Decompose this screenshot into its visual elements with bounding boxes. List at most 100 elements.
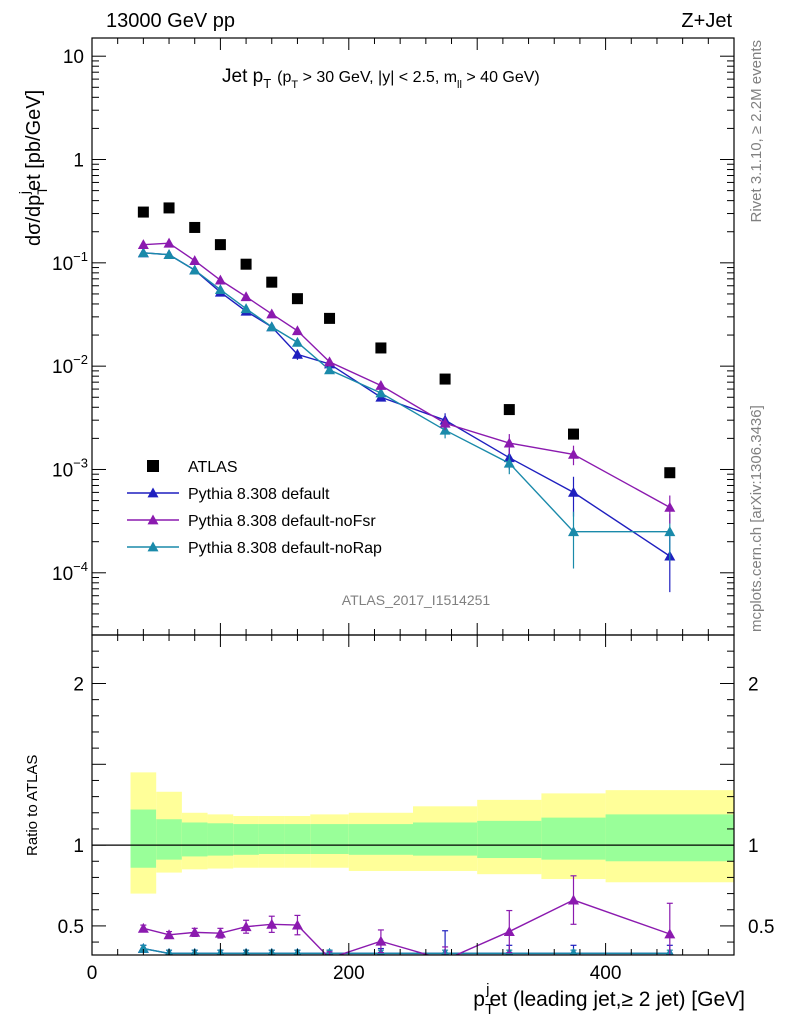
- data-point: [189, 255, 201, 266]
- data-point: [439, 417, 451, 428]
- header-left: 13000 GeV pp: [106, 10, 235, 32]
- data-point: [291, 348, 303, 359]
- atlas-point: [375, 342, 387, 354]
- data-point: [568, 526, 579, 537]
- legend-marker-atlas: [147, 460, 159, 472]
- data-point: [163, 249, 175, 260]
- legend: ATLAS Pythia 8.308 default Pythia 8.308 de…: [127, 459, 382, 557]
- watermark: ATLAS_2017_I1514251: [342, 592, 491, 608]
- ratio-bands: [130, 772, 734, 894]
- ratio-point: [664, 928, 676, 939]
- ratio-point: [137, 922, 149, 933]
- data-point: [664, 526, 676, 537]
- y-tick-label: 10−1: [52, 249, 88, 275]
- ratio-point: [444, 954, 446, 955]
- ratio-point: [569, 947, 578, 955]
- band-inner: [541, 817, 606, 860]
- ratio-point: [291, 919, 303, 930]
- atlas-point: [266, 276, 278, 288]
- y-tick-label: 10−3: [52, 455, 88, 481]
- ratio-point: [266, 918, 278, 929]
- data-point: [291, 325, 303, 336]
- data-point: [503, 437, 515, 448]
- ratio-point: [375, 935, 387, 946]
- rivet-label: Rivet 3.1.10, ≥ 2.2M events: [748, 40, 765, 223]
- data-point: [324, 356, 336, 367]
- atlas-point: [163, 202, 175, 214]
- ratio-point: [240, 921, 252, 932]
- y-tick-label: 10: [63, 47, 84, 68]
- ratio-point: [503, 926, 515, 936]
- ratio-tick-label-right: 0.5: [748, 917, 774, 938]
- atlas-point: [439, 373, 451, 385]
- atlas-point: [568, 428, 579, 440]
- ratio-y-label: Ratio to ATLAS: [24, 755, 41, 856]
- band-inner: [310, 824, 349, 854]
- atlas-point: [664, 467, 676, 479]
- mcplots-label: mcplots.cern.ch [arXiv:1306.3436]: [748, 405, 765, 632]
- legend-label: ATLAS: [188, 459, 238, 476]
- y-axis-label: dσ/dpTjet [pb/GeV]: [16, 90, 50, 246]
- header-right: Z+Jet: [681, 10, 732, 32]
- band-inner: [207, 823, 234, 856]
- ratio-point: [189, 926, 201, 937]
- band-inner: [156, 819, 182, 860]
- x-axis-label: pTjet (leading jet,≥ 2 jet) [GeV]: [473, 981, 745, 1018]
- data-point: [664, 501, 676, 512]
- band-inner: [258, 824, 285, 854]
- band-inner: [605, 814, 734, 862]
- data-point: [266, 321, 278, 332]
- x-tick-label: 200: [333, 963, 365, 984]
- data-point: [189, 264, 201, 275]
- ratio-point: [214, 927, 226, 938]
- ratio-tick-label-left: 1: [73, 836, 84, 857]
- x-tick-label: 0: [87, 963, 98, 984]
- band-inner: [348, 824, 413, 855]
- main-series: [137, 202, 676, 593]
- band-inner: [477, 820, 542, 859]
- ratio-point: [568, 894, 579, 905]
- band-inner: [284, 824, 311, 854]
- series-line: [143, 252, 671, 557]
- ratio-tick-label-left: 0.5: [58, 917, 84, 938]
- data-point: [240, 291, 252, 302]
- axes: 0 200 400 10 1 10−1 10−2 10−3 10−4 2 2 1 1 0.5 0.5: [52, 37, 774, 984]
- data-point: [137, 239, 149, 250]
- data-point: [240, 303, 252, 314]
- data-point: [266, 308, 278, 319]
- band-inner: [233, 824, 259, 855]
- data-point: [375, 387, 387, 398]
- data-point: [163, 237, 175, 248]
- data-point: [214, 284, 226, 295]
- legend-marker: [147, 487, 159, 498]
- atlas-point: [214, 239, 226, 251]
- band-inner: [413, 822, 478, 856]
- ratio-tick-label-right: 1: [748, 836, 759, 857]
- legend-label: Pythia 8.308 default-noFsr: [188, 513, 376, 530]
- atlas-point: [503, 404, 515, 416]
- data-point: [137, 247, 149, 258]
- chart-title: Jet pT (pT > 30 GeV, |y| < 2.5, mll > 40 …: [222, 66, 540, 91]
- band-inner: [130, 809, 157, 868]
- data-point: [324, 364, 336, 375]
- y-tick-label: 1: [73, 151, 84, 172]
- ratio-point: [163, 929, 175, 940]
- data-point: [568, 486, 579, 497]
- ratio-frame: [91, 634, 735, 956]
- data-point: [291, 336, 303, 347]
- data-point: [375, 379, 387, 390]
- atlas-point: [137, 206, 149, 218]
- x-tick-label: 400: [590, 963, 622, 984]
- ratio-tick-label-right: 2: [748, 674, 759, 695]
- atlas-point: [189, 221, 201, 233]
- legend-marker: [147, 514, 159, 525]
- data-point: [214, 274, 226, 285]
- legend-label: Pythia 8.308 default: [188, 486, 330, 503]
- legend-marker: [147, 541, 159, 552]
- data-point: [568, 448, 579, 459]
- y-tick-label: 10−4: [52, 559, 88, 585]
- atlas-point: [240, 258, 252, 270]
- ratio-tick-label-left: 2: [73, 674, 84, 695]
- band-inner: [181, 822, 208, 857]
